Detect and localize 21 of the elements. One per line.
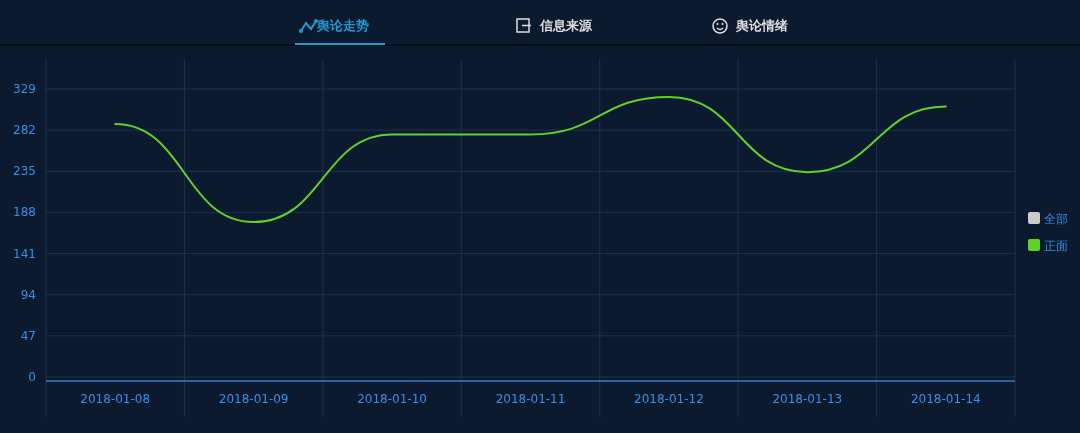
y-tick-label: 235 [13,164,36,179]
x-tick-label: 2018-01-08 [80,392,151,406]
x-tick-label: 2018-01-13 [772,392,843,406]
y-tick-label: 282 [13,123,36,138]
text: 舆论情绪 [735,18,788,33]
text: 舆论走势 [316,18,369,33]
y-tick-label: 141 [13,246,36,261]
y-tick-label: 47 [20,328,36,343]
x-tick-label: 2018-01-12 [634,392,704,406]
y-tick-label: 0 [28,370,36,384]
line-series [114,95,947,224]
x-tick-label: 2018-01-14 [910,392,981,406]
y-tick-label: 329 [13,82,36,96]
y-tick-label: 94 [20,287,36,302]
x-tick-label: 2018-01-10 [357,392,427,406]
y-tick-label: 188 [13,205,36,220]
text: 信息来源 [539,18,593,33]
x-tick-label: 2018-01-11 [495,392,566,406]
legend-label: 全部 [1044,211,1068,226]
x-tick-label: 2018-01-09 [218,392,289,406]
legend-label: 正面 [1044,238,1068,253]
